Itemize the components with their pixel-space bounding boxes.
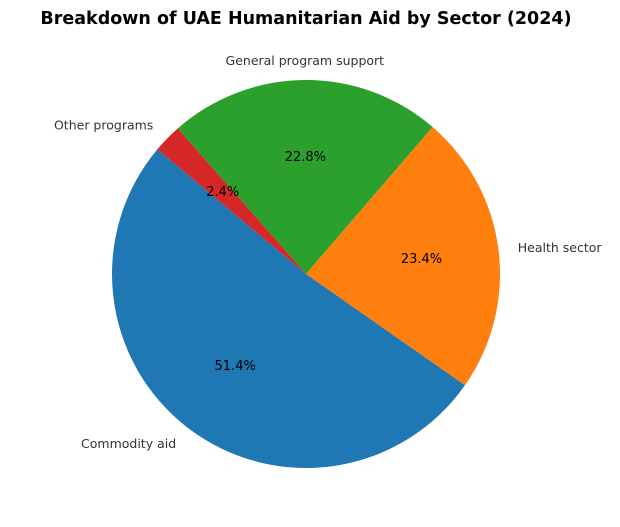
- slice-label-commodity-aid: Commodity aid: [81, 436, 176, 451]
- chart-title: Breakdown of UAE Humanitarian Aid by Sec…: [40, 9, 571, 29]
- pie-slices: [111, 80, 500, 469]
- slice-percent-other-programs: 2.4%: [206, 185, 239, 200]
- slice-percent-health-sector: 23.4%: [401, 252, 442, 267]
- pie-labels: Commodity aid 51.4% Health sector 23.4% Gene…: [54, 53, 602, 451]
- pie-slice-general-program-support: [177, 80, 433, 275]
- slice-label-general-program-support: General program support: [226, 53, 385, 68]
- pie-slice-health-sector: [306, 126, 500, 386]
- slice-percent-general-program-support: 22.8%: [285, 150, 326, 165]
- slice-label-health-sector: Health sector: [518, 240, 603, 255]
- pie-slice-commodity-aid: [111, 149, 465, 469]
- slice-percent-commodity-aid: 51.4%: [215, 359, 256, 374]
- pie-slice-other-programs: [157, 128, 306, 274]
- slice-label-other-programs: Other programs: [54, 117, 153, 132]
